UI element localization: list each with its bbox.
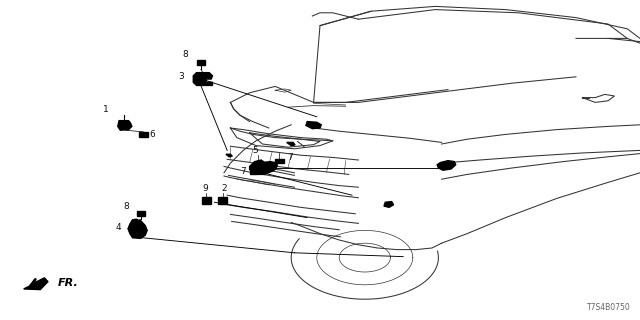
Text: 1: 1: [104, 105, 109, 114]
Text: 3: 3: [178, 72, 184, 81]
Text: 7: 7: [287, 153, 292, 162]
Text: FR.: FR.: [58, 277, 78, 288]
Polygon shape: [250, 170, 257, 174]
Polygon shape: [218, 197, 227, 204]
Polygon shape: [139, 132, 148, 137]
Text: 2: 2: [221, 184, 227, 193]
Polygon shape: [118, 121, 132, 130]
Text: 5: 5: [252, 146, 257, 155]
Polygon shape: [197, 60, 205, 65]
Text: 8: 8: [182, 50, 188, 59]
Text: T7S4B0750: T7S4B0750: [587, 303, 630, 312]
Polygon shape: [250, 160, 277, 174]
Text: 9: 9: [202, 184, 207, 193]
Polygon shape: [193, 73, 212, 85]
Polygon shape: [202, 197, 211, 204]
Text: 7: 7: [240, 167, 246, 176]
Polygon shape: [226, 154, 232, 157]
Text: 6: 6: [150, 130, 156, 139]
Polygon shape: [306, 122, 321, 129]
Text: 8: 8: [124, 202, 129, 211]
Polygon shape: [437, 161, 456, 170]
Polygon shape: [128, 219, 147, 238]
Polygon shape: [287, 142, 295, 146]
Text: 4: 4: [116, 223, 122, 232]
Polygon shape: [275, 159, 284, 163]
Polygon shape: [384, 202, 394, 207]
Polygon shape: [137, 211, 145, 216]
Polygon shape: [24, 278, 48, 290]
